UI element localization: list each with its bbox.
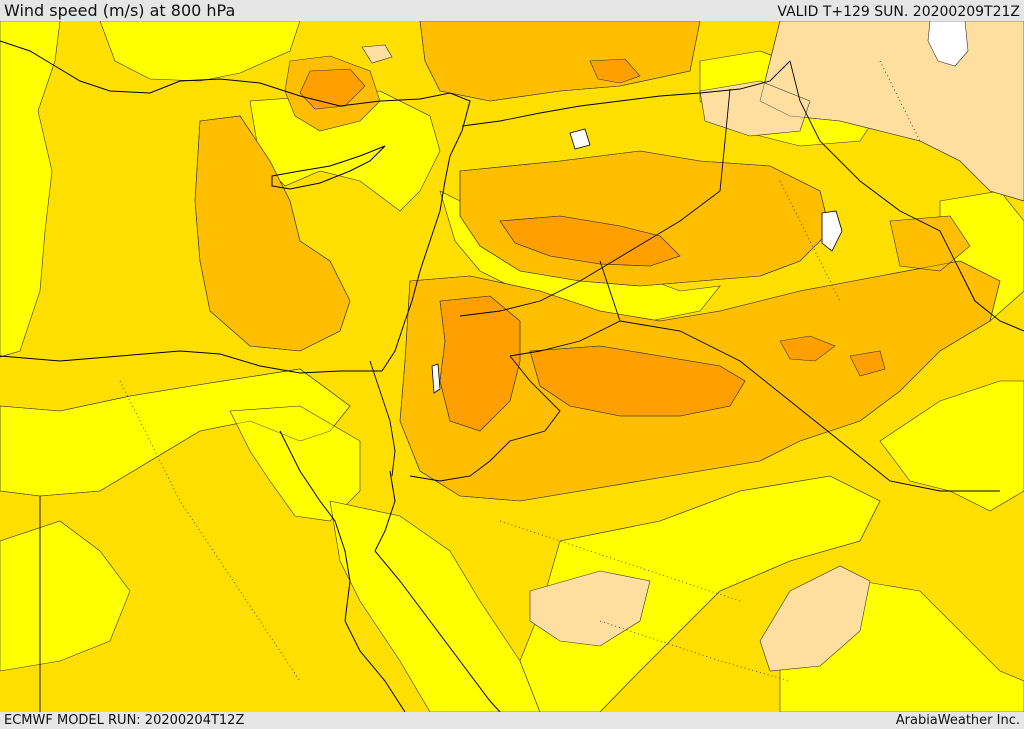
lake-assad [569, 128, 591, 150]
lake-tharthar [821, 210, 843, 252]
peach-aegean-spot [361, 44, 393, 64]
coastline-gulf-suez [279, 430, 351, 622]
coastline-cyprus [271, 145, 386, 190]
band-orange-regions [299, 58, 886, 432]
coastlines [0, 40, 1024, 712]
credit-label: ArabiaWeather Inc. [895, 713, 1020, 728]
coastline-turkey-south [179, 78, 471, 182]
orange-iraq-east [849, 350, 886, 377]
border-jordan-saudi [409, 355, 561, 482]
light-yellow-egypt-south [0, 520, 131, 672]
white-spot-caspian [927, 21, 969, 67]
internal-boundaries [119, 60, 921, 682]
coastline-gulf [959, 270, 1024, 332]
map-area[interactable] [0, 21, 1024, 712]
coastline-aegean [0, 40, 181, 94]
band-light-yellow-regions [0, 21, 1024, 712]
contour-lines [0, 21, 1024, 712]
map-title: Wind speed (m/s) at 800 hPa [4, 1, 236, 20]
light-yellow-west [0, 21, 61, 358]
border-syria-iraq [459, 88, 731, 317]
coastline-egypt-north [0, 350, 382, 374]
footer-bar: ECMWF MODEL RUN: 20200204T12Z ArabiaWeat… [0, 712, 1024, 729]
valid-time: VALID T+129 SUN. 20200209T21Z [777, 4, 1020, 20]
orange-iraq-streak [779, 335, 836, 362]
border-iraq-saudi [619, 320, 1000, 492]
wind-speed-map[interactable] [0, 21, 1024, 712]
peach-rub [759, 565, 871, 672]
coastline-levant [381, 180, 446, 372]
border-jordan-iraq [509, 260, 621, 357]
dead-sea [431, 363, 441, 394]
light-yellow-north-aegean [99, 21, 301, 82]
orange-aegean [299, 68, 366, 110]
border-iran-iraq [789, 60, 961, 272]
band-white-regions [927, 21, 969, 67]
borders [39, 60, 1000, 712]
coastline-gulf-aqaba [374, 470, 396, 552]
inland-water [431, 128, 843, 394]
border-turkey-syria [461, 60, 791, 127]
coastline-red-sea-east [374, 550, 501, 712]
light-yellow-gulf [879, 380, 1024, 512]
orange-turkey-pocket [589, 58, 641, 84]
light-yellow-sinai [229, 405, 361, 522]
peach-iraq [699, 80, 811, 137]
border-egypt-israel [369, 360, 396, 477]
model-run-label: ECMWF MODEL RUN: 20200204T12Z [4, 713, 245, 728]
light-orange-persian [889, 215, 971, 272]
light-yellow-red-sea [329, 500, 541, 712]
coastline-red-sea-west [344, 620, 406, 712]
header-bar: Wind speed (m/s) at 800 hPa VALID T+129 … [0, 0, 1024, 21]
